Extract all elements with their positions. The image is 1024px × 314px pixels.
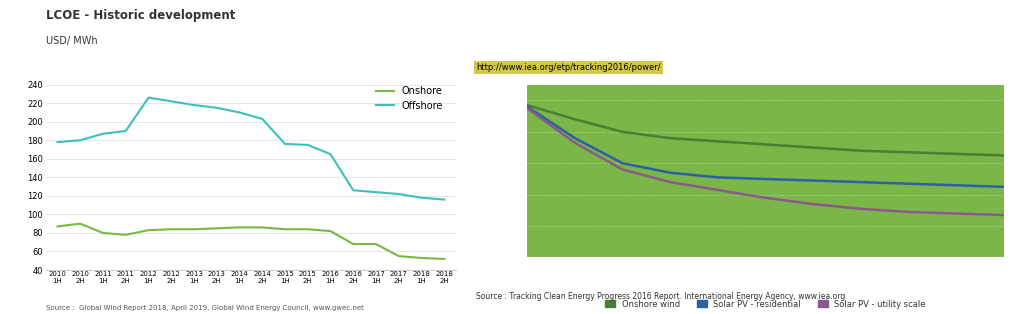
Text: 3. Indexed levelised cost of electricity: 3. Indexed levelised cost of electricity (476, 16, 762, 29)
Legend: Onshore wind, Solar PV - residential, Solar PV - utility scale: Onshore wind, Solar PV - residential, So… (605, 300, 926, 309)
Text: http://www.iea.org/etp/tracking2016/power/: http://www.iea.org/etp/tracking2016/powe… (476, 63, 660, 72)
Text: LCOE - Historic development: LCOE - Historic development (46, 9, 236, 22)
Text: Source : Tracking Clean Energy Progress 2016 Report. International Energy Agency: Source : Tracking Clean Energy Progress … (476, 292, 846, 301)
Text: Index 2010 = 100: Index 2010 = 100 (465, 135, 473, 210)
Text: USD/ MWh: USD/ MWh (46, 36, 97, 46)
Legend: Onshore, Offshore: Onshore, Offshore (373, 82, 446, 115)
Text: Source :  Global Wind Report 2018, April 2019. Global Wind Energy Council, www.g: Source : Global Wind Report 2018, April … (46, 305, 364, 311)
